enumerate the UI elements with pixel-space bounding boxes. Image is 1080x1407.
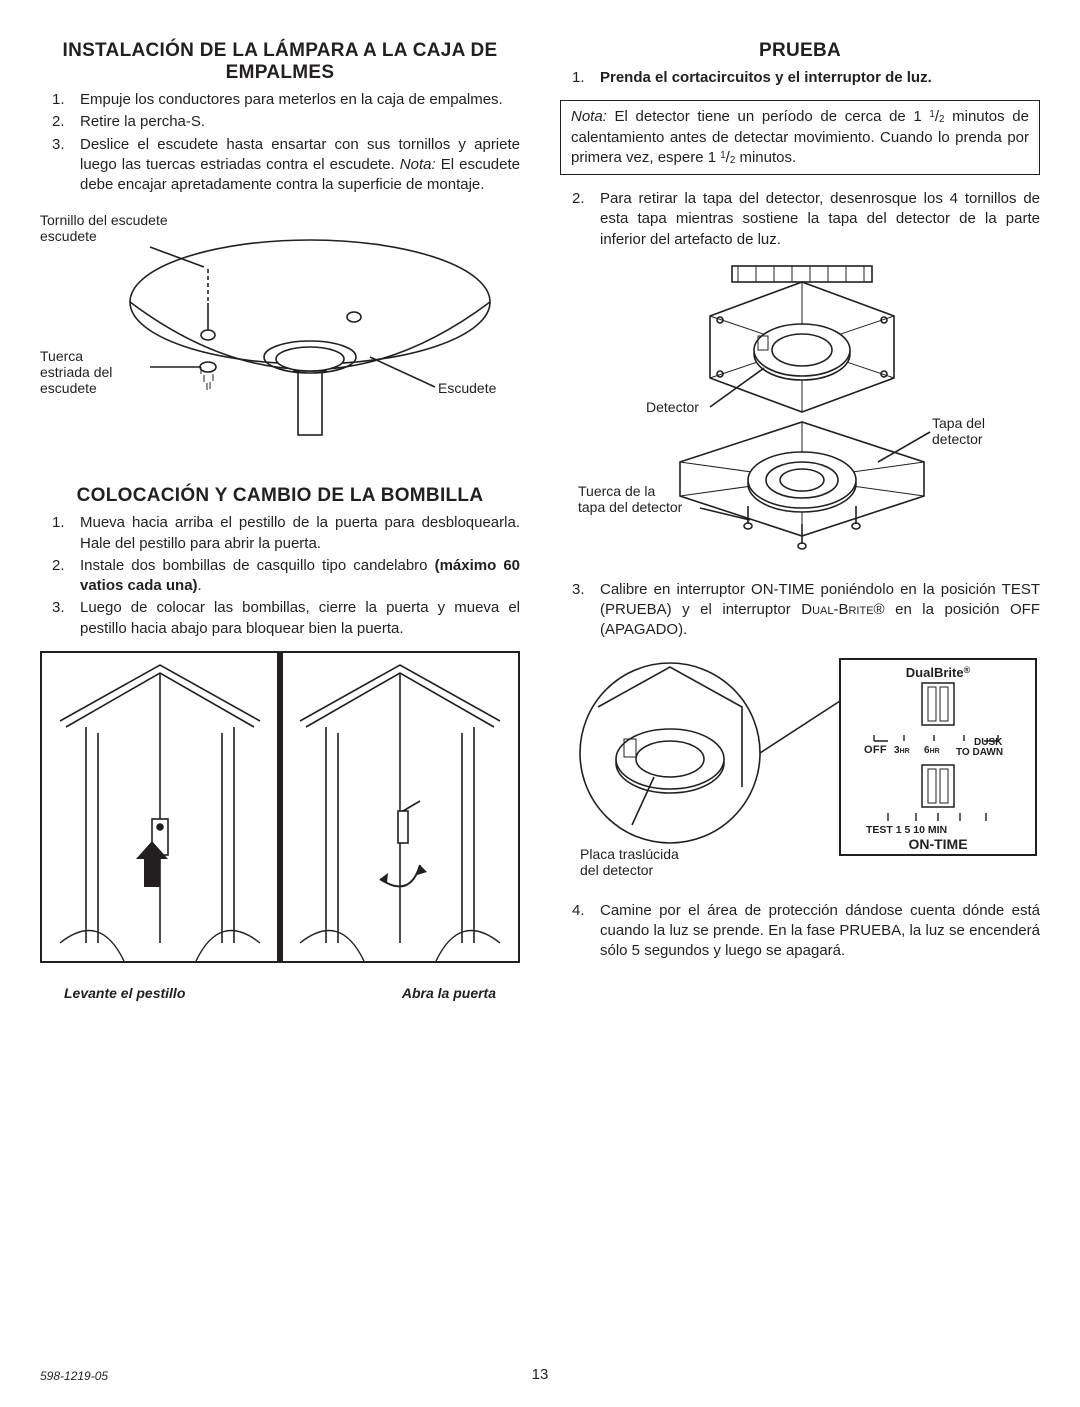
list-item-text: Calibre en interruptor ON-TIME poniéndol… — [600, 580, 1040, 641]
heading-prueba: PRUEBA — [560, 40, 1040, 62]
svg-text:DualBrite®: DualBrite® — [906, 665, 971, 680]
label-ontime: ON-TIME — [908, 836, 967, 852]
svg-text:del detector: del detector — [580, 862, 653, 878]
right-column: PRUEBA 1.Prenda el cortacircuitos y el i… — [560, 40, 1040, 1019]
note-box: Nota: El detector tiene un período de ce… — [560, 100, 1040, 175]
svg-text:escudete: escudete — [40, 228, 97, 244]
list-bombilla: 1.Mueva hacia arriba el pestillo de la p… — [40, 513, 520, 639]
svg-text:Tuerca de la: Tuerca de la — [578, 483, 656, 499]
list-item: 2.Instale dos bombillas de casquillo tip… — [40, 556, 520, 597]
label-tornillo: Tornillo del escudete — [40, 212, 168, 228]
svg-text:estriada del: estriada del — [40, 364, 112, 380]
list-item: 3.Deslice el escudete hasta ensartar con… — [40, 135, 520, 196]
list-item-text: Prenda el cortacircuitos y el interrupto… — [600, 68, 932, 88]
figure-switch-panel: DualBrite® OFF 3HR 6HR — [560, 653, 1040, 883]
list-item: 1.Prenda el cortacircuitos y el interrup… — [560, 68, 1040, 88]
svg-text:Tuerca: Tuerca — [40, 348, 83, 364]
list-item: 3.Luego de colocar las bombillas, cierre… — [40, 598, 520, 639]
label-escudete: Escudete — [438, 380, 497, 396]
list-prueba-4: 4.Camine por el área de protección dándo… — [560, 901, 1040, 962]
page-columns: INSTALACIÓN DE LA LÁMPARA A LA CAJA DE E… — [40, 40, 1040, 1019]
list-item-text: Luego de colocar las bombillas, cierre l… — [80, 598, 520, 639]
heading-bombilla: COLOCACIÓN Y CAMBIO DE LA BOMBILLA — [40, 485, 520, 507]
figure-canopy: Tornillo del escudete escudete Tuerca es… — [40, 207, 520, 467]
list-item-text: Mueva hacia arriba el pestillo de la pue… — [80, 513, 520, 554]
figure-lantern-doors: Levante el pestillo Abra la puerta — [40, 651, 520, 1001]
svg-text:TEST 1 5 10 MIN: TEST 1 5 10 MIN — [866, 824, 947, 836]
svg-text:detector: detector — [932, 431, 983, 447]
list-item-text: Retire la percha-S. — [80, 112, 205, 132]
list-item-text: Camine por el área de protección dándose… — [600, 901, 1040, 962]
caption-left: Levante el pestillo — [64, 985, 185, 1001]
doc-number: 598-1219-05 — [40, 1369, 373, 1383]
svg-text:TO DAWN: TO DAWN — [956, 747, 1003, 758]
list-item: 2.Retire la percha-S. — [40, 112, 520, 132]
caption-right: Abra la puerta — [402, 985, 496, 1001]
list-item-text: Empuje los conductores para meterlos en … — [80, 90, 503, 110]
svg-text:Placa traslúcida: Placa traslúcida — [580, 846, 679, 862]
list-item: 1.Mueva hacia arriba el pestillo de la p… — [40, 513, 520, 554]
svg-text:escudete: escudete — [40, 380, 97, 396]
heading-instalacion: INSTALACIÓN DE LA LÁMPARA A LA CAJA DE E… — [40, 40, 520, 84]
svg-text:OFF: OFF — [864, 744, 887, 756]
label-detector: Detector — [646, 399, 699, 415]
list-item: 4.Camine por el área de protección dándo… — [560, 901, 1040, 962]
list-prueba-3: 3.Calibre en interruptor ON-TIME poniénd… — [560, 580, 1040, 641]
svg-text:Tapa del: Tapa del — [932, 415, 985, 431]
page-number: 13 — [373, 1366, 706, 1383]
list-item-text: Instale dos bombillas de casquillo tipo … — [80, 556, 520, 597]
list-item: 3.Calibre en interruptor ON-TIME poniénd… — [560, 580, 1040, 641]
figure-captions: Levante el pestillo Abra la puerta — [40, 981, 520, 1001]
page-footer: 598-1219-05 13 — [40, 1366, 1040, 1383]
left-column: INSTALACIÓN DE LA LÁMPARA A LA CAJA DE E… — [40, 40, 520, 1019]
list-item-text: Para retirar la tapa del detector, desen… — [600, 189, 1040, 250]
list-item: 2.Para retirar la tapa del detector, des… — [560, 189, 1040, 250]
list-prueba-2: 2.Para retirar la tapa del detector, des… — [560, 189, 1040, 250]
list-item-text: Deslice el escudete hasta ensartar con s… — [80, 135, 520, 196]
figure-sensor-cover: Detector Tapa del detector Tuerca de la … — [560, 262, 1040, 562]
list-instalacion: 1.Empuje los conductores para meterlos e… — [40, 90, 520, 195]
list-item: 1.Empuje los conductores para meterlos e… — [40, 90, 520, 110]
svg-text:tapa del detector: tapa del detector — [578, 499, 683, 515]
list-prueba-1: 1.Prenda el cortacircuitos y el interrup… — [560, 68, 1040, 88]
